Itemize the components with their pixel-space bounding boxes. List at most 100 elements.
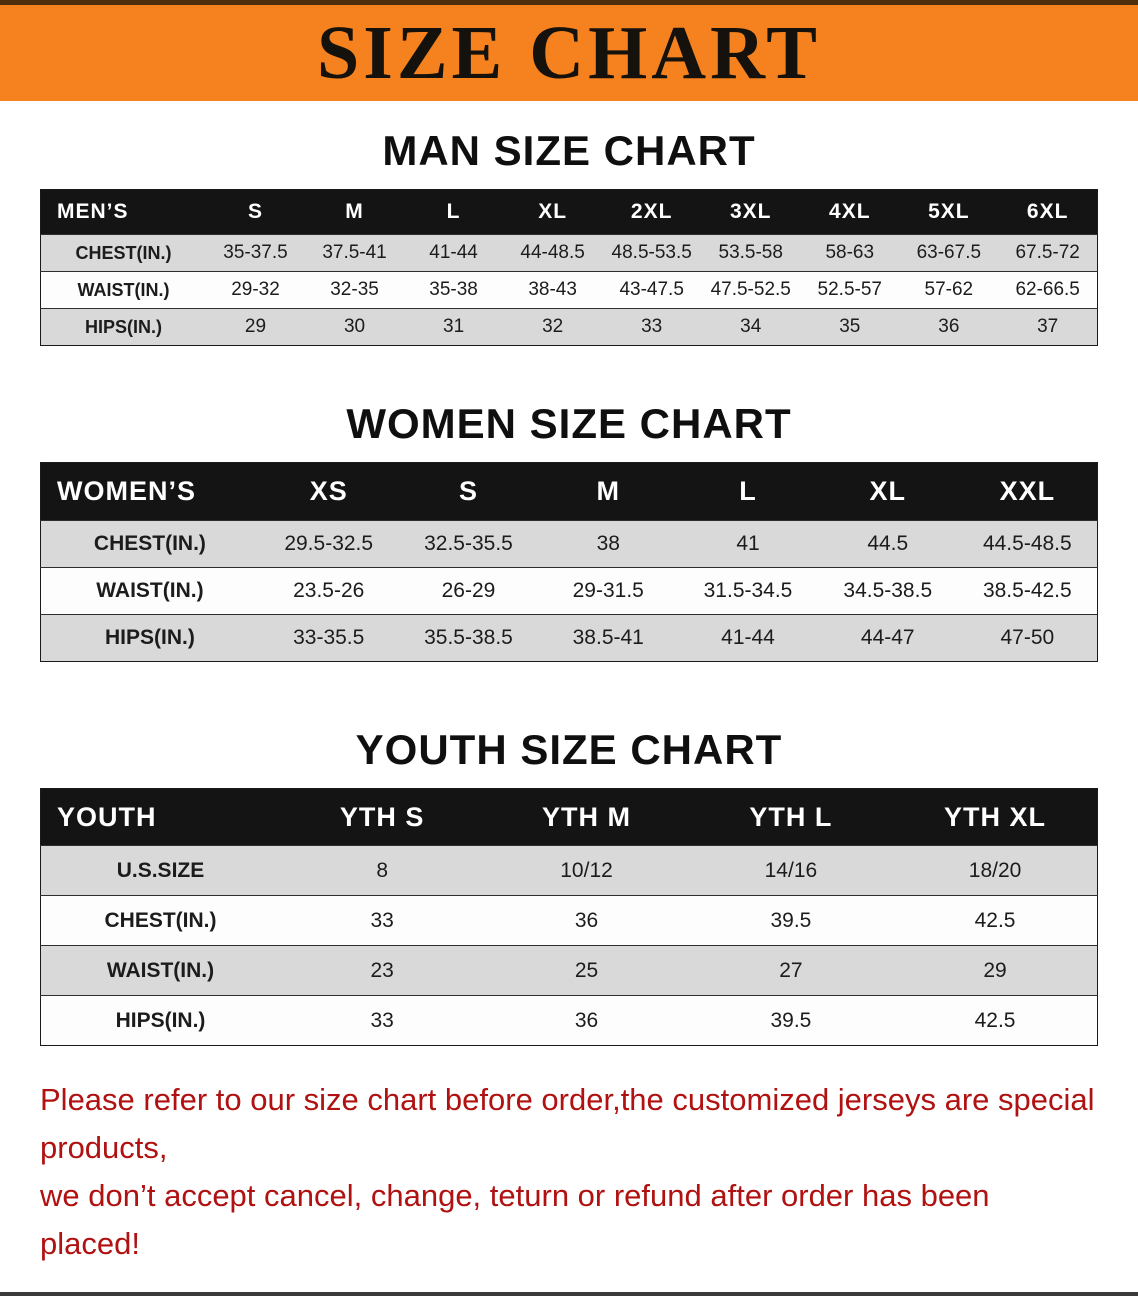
value-cell: 32.5-35.5 (398, 520, 539, 568)
value-cell: 37.5-41 (305, 234, 405, 272)
value-cell: 44.5 (817, 520, 958, 568)
men-section-heading: MAN SIZE CHART (382, 127, 756, 174)
disclaimer-line-2: we don’t accept cancel, change, teturn o… (40, 1178, 990, 1262)
value-cell: 29 (205, 308, 306, 346)
row-label-cell: CHEST(IN.) (40, 234, 206, 272)
value-cell: 8 (279, 845, 485, 896)
table-title-cell: MEN’S (40, 189, 206, 235)
size-header-cell: L (678, 462, 818, 521)
row-label-cell: WAIST(IN.) (40, 271, 206, 309)
womens-size-table: WOMEN’S XS S M L XL XXL CHEST(IN.) 29.5-32.5 32.5… (40, 462, 1098, 662)
size-header-cell: M (305, 189, 405, 235)
value-cell: 39.5 (688, 895, 894, 946)
value-cell: 34 (701, 308, 801, 346)
size-header-cell: XXL (957, 462, 1098, 521)
value-cell: 23.5-26 (258, 567, 399, 615)
size-chart-page: SIZE CHART MAN SIZE CHART MEN’S S M L XL 2XL 3… (0, 0, 1138, 1268)
value-cell: 29.5-32.5 (258, 520, 399, 568)
value-cell: 30 (305, 308, 405, 346)
table-header-row: MEN’S S M L XL 2XL 3XL 4XL 5XL 6XL (40, 189, 1098, 235)
table-row: HIPS(IN.) 29 30 31 32 33 34 35 36 37 (40, 308, 1098, 346)
disclaimer: Please refer to our size chart before or… (40, 1076, 1098, 1268)
value-cell: 35 (800, 308, 900, 346)
value-cell: 36 (484, 895, 689, 946)
row-label-cell: HIPS(IN.) (40, 614, 259, 662)
value-cell: 47.5-52.5 (701, 271, 801, 309)
size-header-cell: L (404, 189, 504, 235)
value-cell: 10/12 (484, 845, 689, 896)
table-row: HIPS(IN.) 33-35.5 35.5-38.5 38.5-41 41-44 44-… (40, 614, 1098, 662)
value-cell: 35.5-38.5 (398, 614, 539, 662)
size-header-cell: 5XL (899, 189, 999, 235)
value-cell: 43-47.5 (602, 271, 702, 309)
size-header-cell: YTH L (688, 788, 894, 846)
value-cell: 38.5-41 (538, 614, 679, 662)
value-cell: 14/16 (688, 845, 894, 896)
value-cell: 67.5-72 (998, 234, 1098, 272)
row-label-cell: CHEST(IN.) (40, 520, 259, 568)
value-cell: 34.5-38.5 (817, 567, 958, 615)
value-cell: 33 (602, 308, 702, 346)
youth-section-heading: YOUTH SIZE CHART (355, 726, 783, 773)
value-cell: 38-43 (503, 271, 603, 309)
disclaimer-line-1: Please refer to our size chart before or… (40, 1082, 1095, 1166)
size-header-cell: XS (258, 462, 399, 521)
table-row: WAIST(IN.) 23 25 27 29 (40, 945, 1098, 996)
value-cell: 41-44 (404, 234, 504, 272)
value-cell: 25 (484, 945, 689, 996)
value-cell: 33 (279, 895, 485, 946)
value-cell: 27 (688, 945, 894, 996)
value-cell: 38 (538, 520, 679, 568)
table-title-cell: YOUTH (40, 788, 280, 846)
value-cell: 58-63 (800, 234, 900, 272)
table-title-cell: WOMEN’S (40, 462, 259, 521)
value-cell: 31.5-34.5 (678, 567, 818, 615)
size-header-cell: 6XL (998, 189, 1098, 235)
row-label-cell: HIPS(IN.) (40, 308, 206, 346)
value-cell: 31 (404, 308, 504, 346)
section-men: MAN SIZE CHART MEN’S S M L XL 2XL 3XL 4XL 5XL 6XL… (0, 127, 1138, 346)
size-header-cell: 3XL (701, 189, 801, 235)
value-cell: 36 (899, 308, 999, 346)
size-header-cell: XL (503, 189, 603, 235)
table-row: WAIST(IN.) 23.5-26 26-29 29-31.5 31.5-34.5 34… (40, 567, 1098, 615)
mens-size-table: MEN’S S M L XL 2XL 3XL 4XL 5XL 6XL CHEST(IN.) 35-37… (40, 189, 1098, 346)
size-header-cell: XL (817, 462, 958, 521)
women-section-heading: WOMEN SIZE CHART (346, 400, 792, 447)
row-label-cell: HIPS(IN.) (40, 995, 280, 1046)
value-cell: 26-29 (398, 567, 539, 615)
table-row: CHEST(IN.) 29.5-32.5 32.5-35.5 38 41 44.5 44.5… (40, 520, 1098, 568)
value-cell: 29 (893, 945, 1098, 996)
value-cell: 47-50 (957, 614, 1098, 662)
value-cell: 33 (279, 995, 485, 1046)
value-cell: 44.5-48.5 (957, 520, 1098, 568)
size-header-cell: 4XL (800, 189, 900, 235)
value-cell: 44-48.5 (503, 234, 603, 272)
size-header-cell: YTH S (279, 788, 485, 846)
table-row: CHEST(IN.) 35-37.5 37.5-41 41-44 44-48.5 48.5… (40, 234, 1098, 272)
value-cell: 44-47 (817, 614, 958, 662)
page-title: SIZE CHART (316, 11, 821, 95)
size-header-cell: M (538, 462, 679, 521)
value-cell: 38.5-42.5 (957, 567, 1098, 615)
table-row: CHEST(IN.) 33 36 39.5 42.5 (40, 895, 1098, 946)
value-cell: 48.5-53.5 (602, 234, 702, 272)
size-header-cell: S (398, 462, 539, 521)
size-header-cell: YTH XL (893, 788, 1098, 846)
row-label-cell: U.S.SIZE (40, 845, 280, 896)
value-cell: 53.5-58 (701, 234, 801, 272)
row-label-cell: WAIST(IN.) (40, 567, 259, 615)
value-cell: 41-44 (678, 614, 818, 662)
value-cell: 41 (678, 520, 818, 568)
value-cell: 32-35 (305, 271, 405, 309)
value-cell: 42.5 (893, 895, 1098, 946)
size-header-cell: S (205, 189, 306, 235)
size-header-cell: YTH M (484, 788, 689, 846)
value-cell: 23 (279, 945, 485, 996)
table-header-row: YOUTH YTH S YTH M YTH L YTH XL (40, 788, 1098, 846)
size-header-cell: 2XL (602, 189, 702, 235)
value-cell: 63-67.5 (899, 234, 999, 272)
value-cell: 62-66.5 (998, 271, 1098, 309)
section-youth: YOUTH SIZE CHART YOUTH YTH S YTH M YTH L YTH… (0, 726, 1138, 1046)
table-row: HIPS(IN.) 33 36 39.5 42.5 (40, 995, 1098, 1046)
